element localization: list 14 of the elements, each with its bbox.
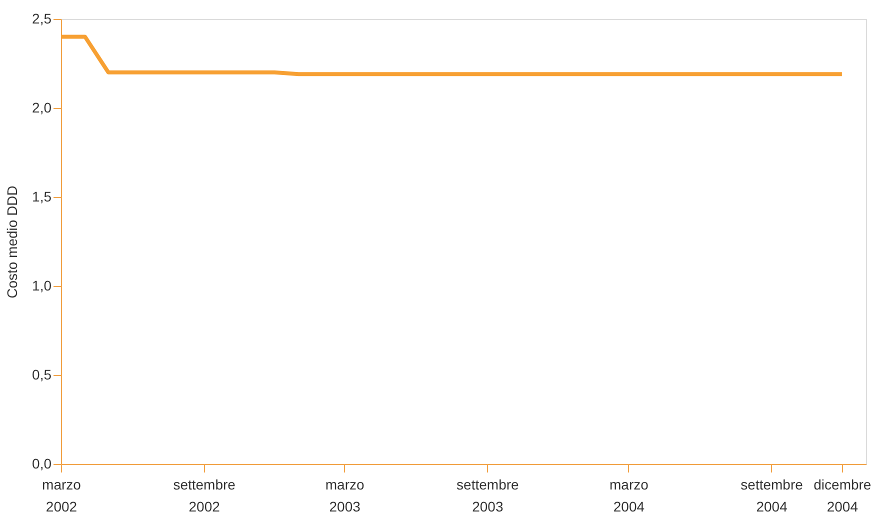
y-tick-label: 0,0 [32,456,52,472]
y-axis-title: Costo medio DDD [4,186,20,298]
x-tick-label: marzo 2002 [42,476,82,514]
x-tick-label: settembre 2004 [740,476,804,514]
y-tick-label: 1,5 [32,188,52,204]
x-tick-label: marzo 2004 [610,476,649,514]
y-tick-label: 1,0 [32,278,52,294]
x-tick-label: settembre 2002 [173,476,236,514]
x-tick-label: marzo 2003 [325,476,364,514]
y-tick-label: 2,5 [32,10,52,26]
y-tick-label: 2,0 [32,100,52,116]
x-tick-label: settembre 2003 [456,476,520,514]
x-tick-label: dicembre 2004 [814,476,872,514]
y-tick-label: 0,5 [32,366,52,382]
